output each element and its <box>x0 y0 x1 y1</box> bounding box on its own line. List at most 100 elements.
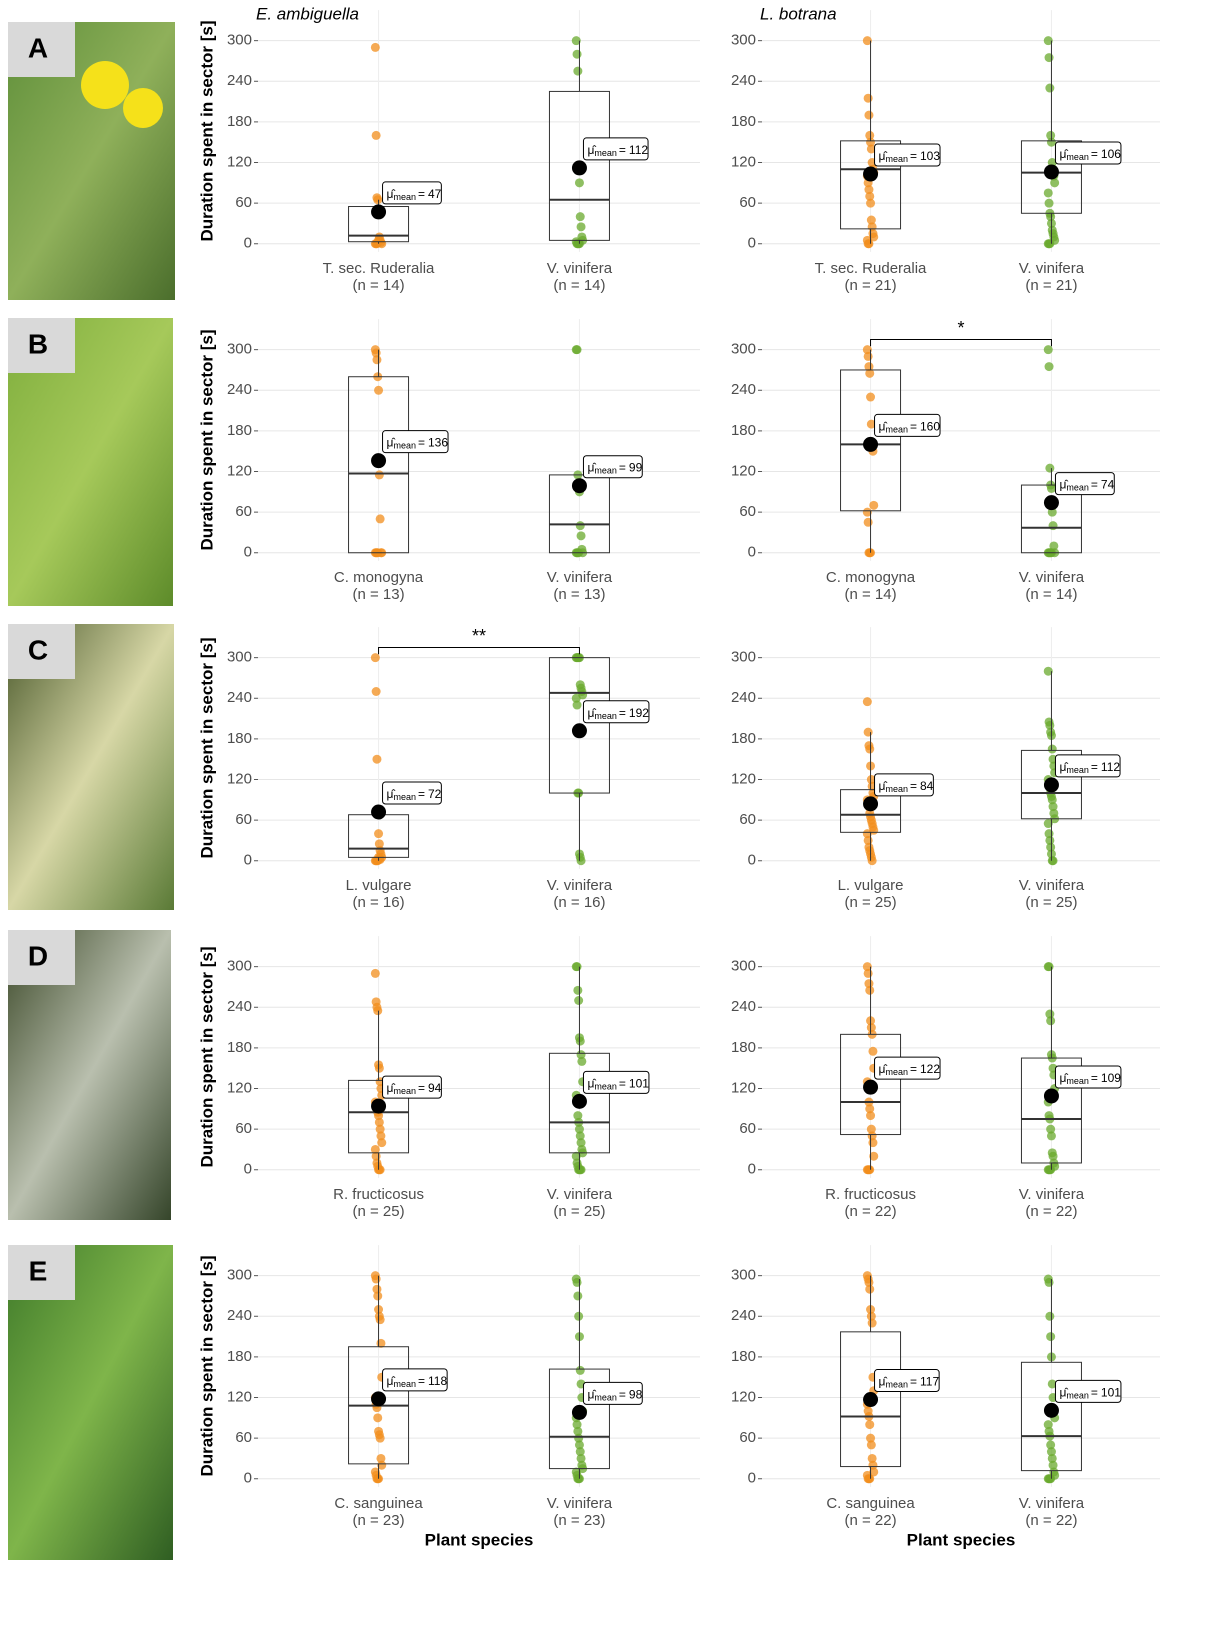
data-point <box>376 1434 385 1443</box>
y-axis-label: Duration spent in sector [s] <box>197 638 216 859</box>
mean-value: 47 <box>428 187 442 201</box>
mean-value: 109 <box>1101 1071 1121 1085</box>
mean-label: μ̂mean=72 <box>383 782 442 804</box>
data-point <box>1046 1474 1055 1483</box>
mean-value: 106 <box>1101 147 1121 161</box>
mean-subscript: mean <box>885 425 908 435</box>
data-point <box>573 345 582 354</box>
mean-value: 103 <box>920 149 940 163</box>
x-tick-label: T. sec. Ruderalia <box>323 260 435 277</box>
y-tick-label: 120 <box>731 770 756 787</box>
y-axis-label: Duration spent in sector [s] <box>197 947 216 1168</box>
data-point <box>1048 745 1057 754</box>
data-point <box>371 653 380 662</box>
mean-label: μ̂mean=84 <box>875 774 934 796</box>
mean-point <box>371 805 386 820</box>
column-title: E. ambiguella <box>256 4 359 23</box>
y-tick-label: 240 <box>227 998 252 1015</box>
data-point <box>869 501 878 510</box>
mean-point <box>572 160 587 175</box>
y-tick-label: 60 <box>739 1429 756 1446</box>
mean-point <box>863 167 878 182</box>
y-tick-label: 60 <box>235 194 252 211</box>
y-tick-label: 300 <box>227 32 252 49</box>
data-point <box>868 1319 877 1328</box>
y-tick-label: 180 <box>227 1039 252 1056</box>
y-tick-label: 300 <box>731 649 756 666</box>
y-tick-label: 180 <box>731 1348 756 1365</box>
sample-size: (n = 21) <box>1025 277 1077 294</box>
y-tick-label: 300 <box>227 958 252 975</box>
data-point <box>864 239 873 248</box>
mean-value: 72 <box>428 787 442 801</box>
data-point <box>1044 188 1053 197</box>
y-axis-label: Duration spent in sector [s] <box>197 1256 216 1477</box>
y-tick-label: 60 <box>739 503 756 520</box>
x-tick-label: C. monogyna <box>826 569 916 586</box>
y-tick-label: 240 <box>227 689 252 706</box>
mean-point <box>572 1094 587 1109</box>
mean-label: μ̂mean=99 <box>583 456 642 478</box>
photo-flower <box>123 88 163 128</box>
mean-value: 112 <box>629 143 648 157</box>
mean-point <box>371 204 386 219</box>
data-point <box>372 755 381 764</box>
data-point <box>372 131 381 140</box>
data-point <box>1045 239 1054 248</box>
y-tick-label: 300 <box>227 1267 252 1284</box>
mean-label: μ̂mean=101 <box>1055 1380 1121 1402</box>
y-tick-label: 300 <box>731 341 756 358</box>
data-point <box>1046 1165 1055 1174</box>
mean-equals: = <box>1091 1071 1098 1085</box>
x-tick-label: V. vinifera <box>547 260 613 277</box>
mean-label: μ̂mean=106 <box>1055 142 1121 164</box>
mean-subscript: mean <box>594 1393 617 1403</box>
mean-label: μ̂mean=160 <box>875 414 941 436</box>
y-tick-label: 300 <box>227 341 252 358</box>
mean-value: 112 <box>1101 760 1120 774</box>
mean-subscript: mean <box>393 192 416 202</box>
panel-letter: C <box>28 634 48 665</box>
mean-value: 160 <box>920 420 940 434</box>
y-tick-label: 60 <box>235 1429 252 1446</box>
mean-subscript: mean <box>1066 765 1089 775</box>
y-tick-label: 0 <box>748 544 756 561</box>
photo-flower <box>81 61 129 109</box>
data-point <box>573 67 582 76</box>
data-point <box>1045 1312 1054 1321</box>
data-point <box>865 986 874 995</box>
data-point <box>375 1064 384 1073</box>
data-point <box>865 1285 874 1294</box>
mean-equals: = <box>910 1062 917 1076</box>
y-tick-label: 0 <box>244 544 252 561</box>
y-tick-label: 240 <box>731 998 756 1015</box>
mean-label: μ̂mean=117 <box>875 1370 940 1392</box>
mean-subscript: mean <box>594 466 617 476</box>
data-point <box>573 1291 582 1300</box>
mean-point <box>1044 1403 1059 1418</box>
mean-equals: = <box>619 1077 626 1091</box>
data-point <box>376 855 385 864</box>
y-tick-label: 0 <box>748 235 756 252</box>
x-tick-label: V. vinifera <box>547 877 613 894</box>
sample-size: (n = 25) <box>1025 894 1077 911</box>
mean-equals: = <box>910 149 917 163</box>
mean-subscript: mean <box>1066 1076 1089 1086</box>
data-point <box>377 1138 386 1147</box>
x-tick-label: L. vulgare <box>346 877 412 894</box>
mean-subscript: mean <box>594 148 617 158</box>
mean-subscript: mean <box>594 711 617 721</box>
panel-letter: D <box>28 940 48 971</box>
mean-point <box>1044 1088 1059 1103</box>
sample-size: (n = 22) <box>1025 1512 1077 1529</box>
sample-size: (n = 21) <box>844 277 896 294</box>
x-axis-label: Plant species <box>907 1530 1016 1549</box>
mean-value: 136 <box>428 436 448 450</box>
data-point <box>373 195 382 204</box>
mean-label: μ̂mean=109 <box>1055 1066 1121 1088</box>
mean-equals: = <box>418 787 425 801</box>
significance-bracket <box>871 339 1052 346</box>
y-tick-label: 0 <box>244 1161 252 1178</box>
mean-point <box>1044 495 1059 510</box>
data-point <box>868 856 877 865</box>
